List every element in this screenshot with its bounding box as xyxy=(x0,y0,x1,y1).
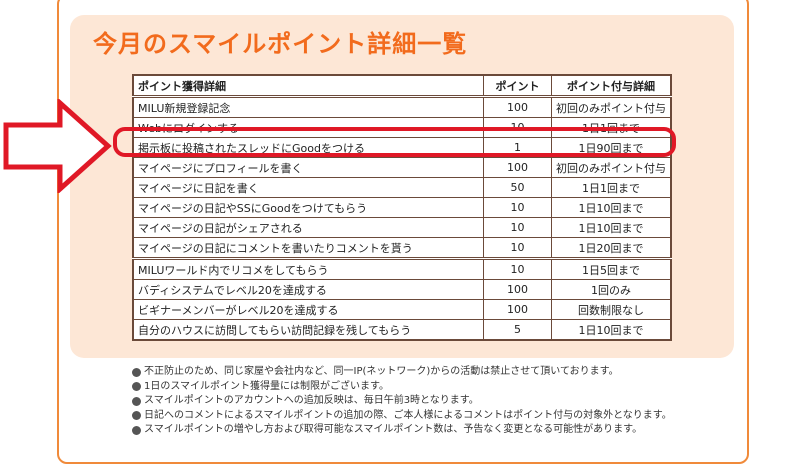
table-row: MILU新規登録記念 100 初回のみポイント付与 xyxy=(132,96,672,118)
note-text: スマイルポイントのアカウントへの追加反映は、毎日午前3時となります。 xyxy=(144,395,479,406)
row-points: 100 xyxy=(483,279,552,300)
table-row: バディシステムでレベル20を達成する 100 1回のみ xyxy=(132,279,672,300)
row-points: 100 xyxy=(483,96,552,118)
row-points: 10 xyxy=(483,257,552,280)
row-points: 100 xyxy=(483,299,552,320)
row-detail: Webにログインする xyxy=(132,117,484,138)
header-detail: ポイント獲得詳細 xyxy=(132,74,484,98)
bullet-icon xyxy=(132,367,141,377)
row-points: 10 xyxy=(483,217,552,238)
row-limit: 1日10回まで xyxy=(551,197,672,218)
note-text: 不正防止のため、同じ家屋や会社内など、同一IP(ネットワーク)からの活動は禁止さ… xyxy=(144,366,619,377)
note-item: スマイルポイントの増やし方および取得可能なスマイルポイント数は、予告なく変更とな… xyxy=(132,423,672,438)
row-detail: MILU新規登録記念 xyxy=(132,96,484,118)
row-points: 100 xyxy=(483,157,552,178)
table-row: マイページの日記がシェアされる 10 1日10回まで xyxy=(132,217,672,238)
row-points: 50 xyxy=(483,177,552,198)
table-row: マイページの日記やSSにGoodをつけてもらう 10 1日10回まで xyxy=(132,197,672,218)
bullet-icon xyxy=(132,382,141,392)
bullet-icon xyxy=(132,425,141,435)
table-row: マイページに日記を書く 50 1日1回まで xyxy=(132,177,672,198)
bullet-icon xyxy=(132,396,141,406)
header-limit: ポイント付与詳細 xyxy=(551,74,672,98)
row-limit: 1日10回まで xyxy=(551,319,672,341)
row-points: 10 xyxy=(483,237,552,259)
row-detail: マイページの日記にコメントを書いたりコメントを貰う xyxy=(132,237,484,259)
row-detail: マイページの日記がシェアされる xyxy=(132,217,484,238)
note-item: 1日のスマイルポイント獲得量には制限がございます。 xyxy=(132,380,672,395)
table-row: マイページの日記にコメントを書いたりコメントを貰う 10 1日20回まで xyxy=(132,237,672,259)
row-limit: 1日10回まで xyxy=(551,217,672,238)
row-detail: マイページに日記を書く xyxy=(132,177,484,198)
note-item: 不正防止のため、同じ家屋や会社内など、同一IP(ネットワーク)からの活動は禁止さ… xyxy=(132,365,672,380)
bullet-icon xyxy=(132,411,141,421)
table-row: 掲示板に投稿されたスレッドにGoodをつける 1 1日90回まで xyxy=(132,137,672,158)
row-limit: 1日1回まで xyxy=(551,177,672,198)
table-row: マイページにプロフィールを書く 100 初回のみポイント付与 xyxy=(132,157,672,178)
row-detail: 自分のハウスに訪問してもらい訪問記録を残してもらう xyxy=(132,319,484,341)
table-header-row: ポイント獲得詳細 ポイント ポイント付与詳細 xyxy=(132,74,672,98)
row-limit: 1日90回まで xyxy=(551,137,672,158)
note-text: スマイルポイントの増やし方および取得可能なスマイルポイント数は、予告なく変更とな… xyxy=(144,424,643,435)
table-row: 自分のハウスに訪問してもらい訪問記録を残してもらう 5 1日10回まで xyxy=(132,319,672,341)
row-detail: バディシステムでレベル20を達成する xyxy=(132,279,484,300)
table-row: Webにログインする 10 1日1回まで xyxy=(132,117,672,138)
row-points: 5 xyxy=(483,319,552,341)
row-detail: MILUワールド内でリコメをしてもらう xyxy=(132,257,484,280)
pointer-arrow-icon xyxy=(3,99,112,193)
row-points: 1 xyxy=(483,137,552,158)
row-points: 10 xyxy=(483,197,552,218)
row-limit: 1日5回まで xyxy=(551,257,672,280)
table-row: ビギナーメンバーがレベル20を達成する 100 回数制限なし xyxy=(132,299,672,320)
row-limit: 1日20回まで xyxy=(551,237,672,259)
row-limit: 初回のみポイント付与 xyxy=(551,96,672,118)
notes-list: 不正防止のため、同じ家屋や会社内など、同一IP(ネットワーク)からの活動は禁止さ… xyxy=(132,365,672,438)
note-item: スマイルポイントのアカウントへの追加反映は、毎日午前3時となります。 xyxy=(132,394,672,409)
row-detail: 掲示板に投稿されたスレッドにGoodをつける xyxy=(132,137,484,158)
row-points: 10 xyxy=(483,117,552,138)
note-item: 日記へのコメントによるスマイルポイントの追加の際、ご本人様によるコメントはポイン… xyxy=(132,409,672,424)
row-detail: マイページの日記やSSにGoodをつけてもらう xyxy=(132,197,484,218)
row-detail: ビギナーメンバーがレベル20を達成する xyxy=(132,299,484,320)
row-limit: 1回のみ xyxy=(551,279,672,300)
row-limit: 回数制限なし xyxy=(551,299,672,320)
row-limit: 初回のみポイント付与 xyxy=(551,157,672,178)
row-detail: マイページにプロフィールを書く xyxy=(132,157,484,178)
note-text: 日記へのコメントによるスマイルポイントの追加の際、ご本人様によるコメントはポイン… xyxy=(144,409,672,421)
header-points: ポイント xyxy=(483,74,552,98)
row-limit: 1日1回まで xyxy=(551,117,672,138)
note-text: 1日のスマイルポイント獲得量には制限がございます。 xyxy=(144,380,390,392)
points-table: ポイント獲得詳細 ポイント ポイント付与詳細 MILU新規登録記念 100 初回のみ… xyxy=(132,74,672,341)
table-row: MILUワールド内でリコメをしてもらう 10 1日5回まで xyxy=(132,257,672,280)
page-title: 今月のスマイルポイント詳細一覧 xyxy=(93,30,468,58)
